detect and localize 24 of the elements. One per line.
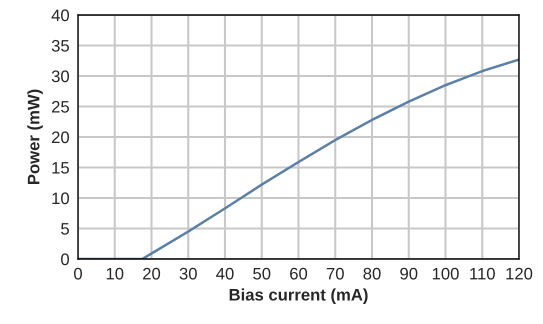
x-tick-label: 120 bbox=[506, 268, 532, 280]
y-axis-title: Power (mW) bbox=[27, 90, 43, 184]
x-tick-label: 50 bbox=[253, 268, 270, 280]
y-tick-label: 20 bbox=[52, 131, 70, 144]
x-tick-label: 0 bbox=[74, 268, 82, 280]
y-tick-label: 25 bbox=[52, 100, 69, 113]
y-tick-label: 15 bbox=[52, 162, 69, 174]
y-tick-label: 0 bbox=[61, 253, 70, 266]
x-tick-label: 20 bbox=[143, 268, 160, 280]
x-axis-title: Bias current (mA) bbox=[230, 288, 368, 304]
x-tick-label: 60 bbox=[290, 268, 308, 280]
x-tick-label: 80 bbox=[363, 268, 381, 280]
y-tick-label: 10 bbox=[52, 192, 70, 204]
x-tick-label: 30 bbox=[180, 268, 197, 280]
x-tick-label: 10 bbox=[106, 268, 124, 280]
y-tick-label: 35 bbox=[52, 40, 69, 52]
y-tick-label: 5 bbox=[61, 223, 69, 235]
x-tick-label: 90 bbox=[400, 268, 418, 280]
x-tick-label: 110 bbox=[470, 268, 495, 280]
y-tick-label: 40 bbox=[52, 9, 70, 22]
x-tick-label: 70 bbox=[326, 268, 344, 280]
x-tick-label: 100 bbox=[432, 268, 459, 280]
x-tick-label: 40 bbox=[216, 268, 234, 280]
y-tick-label: 30 bbox=[52, 70, 70, 82]
